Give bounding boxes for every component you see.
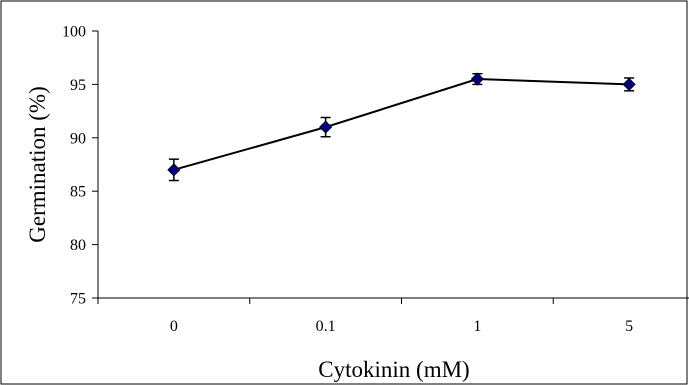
data-point-marker xyxy=(622,77,636,91)
y-tick-label: 85 xyxy=(70,184,86,201)
x-axis: 0 0.1 1 5 xyxy=(97,297,689,335)
x-tick-label: 0 xyxy=(170,318,178,335)
series-layer xyxy=(167,72,636,182)
y-tick-label: 100 xyxy=(62,24,86,41)
y-axis: 75 80 85 90 95 100 xyxy=(62,24,99,308)
y-axis-title: Germination (%) xyxy=(25,86,50,242)
y-tick-label: 75 xyxy=(70,291,86,308)
data-point-marker xyxy=(470,72,484,86)
x-axis-title: Cytokinin (mM) xyxy=(318,357,469,382)
data-point-marker xyxy=(319,120,333,134)
series-line xyxy=(173,78,630,171)
y-tick-label: 95 xyxy=(70,77,86,94)
data-point-marker xyxy=(167,163,181,177)
x-tick-label: 1 xyxy=(473,318,481,335)
y-tick-label: 90 xyxy=(70,130,86,147)
x-tick-label: 5 xyxy=(625,318,633,335)
x-tick-label: 0.1 xyxy=(316,318,336,335)
y-tick-label: 80 xyxy=(70,237,86,254)
